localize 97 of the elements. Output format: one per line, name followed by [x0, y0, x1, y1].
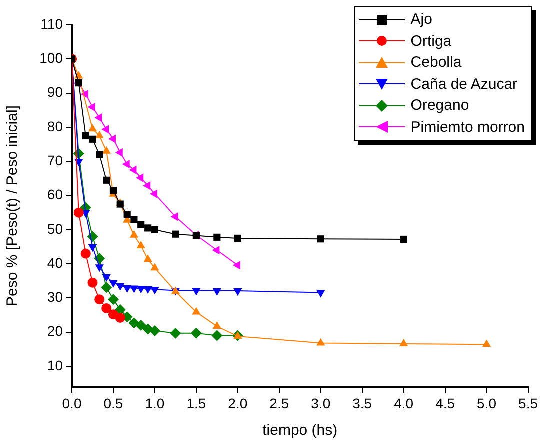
point: [115, 313, 126, 324]
point: [124, 211, 131, 218]
point: [170, 328, 182, 339]
point: [108, 294, 119, 306]
point: [232, 261, 240, 270]
y-tick-label: 40: [47, 254, 64, 271]
x-tick-label: 3.5: [352, 395, 372, 412]
legend-label: Ajo: [410, 11, 432, 28]
point: [102, 303, 112, 314]
point: [130, 286, 139, 294]
point: [123, 285, 132, 293]
point: [82, 132, 90, 140]
point: [88, 278, 98, 288]
point: [144, 286, 152, 294]
point: [234, 234, 242, 242]
point: [116, 283, 125, 291]
point: [102, 146, 111, 154]
point: [80, 248, 91, 259]
y-tick-label: 110: [40, 16, 64, 32]
point: [482, 340, 492, 348]
point: [80, 90, 88, 99]
point: [192, 307, 201, 315]
point: [88, 244, 98, 252]
legend-label: Caña de Azucar: [410, 76, 518, 93]
x-tick-label: 4.0: [394, 395, 414, 412]
x-tick-label: 0.0: [62, 395, 82, 412]
point: [190, 328, 202, 339]
legend-label: Cebolla: [410, 54, 462, 72]
point: [400, 236, 408, 244]
point: [103, 176, 110, 184]
point: [89, 136, 96, 143]
legend-label: Pimiemto morron: [410, 118, 525, 136]
point: [95, 264, 104, 272]
y-tick-label: 50: [47, 220, 64, 237]
x-tick-label: 2.0: [228, 395, 248, 412]
point: [102, 125, 110, 134]
point: [110, 187, 118, 194]
point: [144, 224, 152, 232]
x-tick-label: 1.5: [186, 395, 206, 412]
point: [129, 166, 137, 174]
x-axis-title: tiempo (hs): [262, 422, 338, 440]
x-tick-label: 4.5: [436, 395, 456, 412]
point: [150, 263, 160, 271]
y-axis-title: Peso % [Peso(t) / Peso inicial]: [4, 106, 22, 306]
point: [96, 151, 104, 158]
x-tick-label: 2.5: [270, 395, 290, 412]
y-tick-label: 70: [47, 152, 64, 168]
point: [130, 216, 138, 224]
point: [102, 274, 111, 282]
point: [212, 322, 222, 330]
x-tick-label: 0.5: [104, 395, 124, 412]
y-tick-label: 100: [40, 50, 64, 66]
y-tick-label: 80: [47, 118, 64, 134]
x-tick-label: 5.5: [518, 395, 538, 412]
point: [88, 102, 96, 112]
point: [128, 318, 140, 329]
point: [151, 226, 158, 234]
point: [94, 114, 102, 122]
point: [143, 182, 151, 190]
point: [138, 221, 145, 228]
point: [136, 174, 144, 182]
point: [74, 208, 84, 218]
point: [149, 325, 160, 336]
point: [130, 230, 139, 238]
y-tick-label: 60: [47, 186, 64, 203]
y-tick-label: 10: [47, 357, 64, 374]
point: [212, 246, 220, 255]
point: [170, 212, 178, 222]
point: [214, 234, 221, 241]
point: [317, 236, 324, 243]
point: [108, 134, 116, 144]
y-tick-label: 20: [47, 323, 64, 340]
point: [95, 130, 104, 138]
point: [122, 160, 130, 169]
point: [150, 190, 158, 198]
point: [115, 148, 123, 158]
point: [136, 320, 147, 332]
point: [144, 254, 152, 262]
legend-label: Oregano: [410, 97, 470, 114]
y-tick-label: 30: [47, 289, 64, 306]
x-tick-label: 1.0: [145, 395, 165, 412]
point: [234, 288, 242, 296]
point: [316, 290, 326, 298]
point: [101, 282, 112, 294]
y-tick-label: 90: [47, 84, 64, 100]
point: [136, 286, 146, 294]
legend-label: Ortiga: [410, 32, 452, 50]
point: [212, 330, 223, 342]
point: [172, 230, 180, 238]
point: [109, 280, 118, 288]
point: [88, 124, 98, 132]
point: [212, 288, 222, 296]
x-tick-label: 3.0: [311, 395, 331, 412]
point: [150, 287, 160, 295]
point: [94, 294, 105, 305]
point: [192, 288, 201, 296]
x-tick-label: 5.0: [477, 395, 497, 412]
